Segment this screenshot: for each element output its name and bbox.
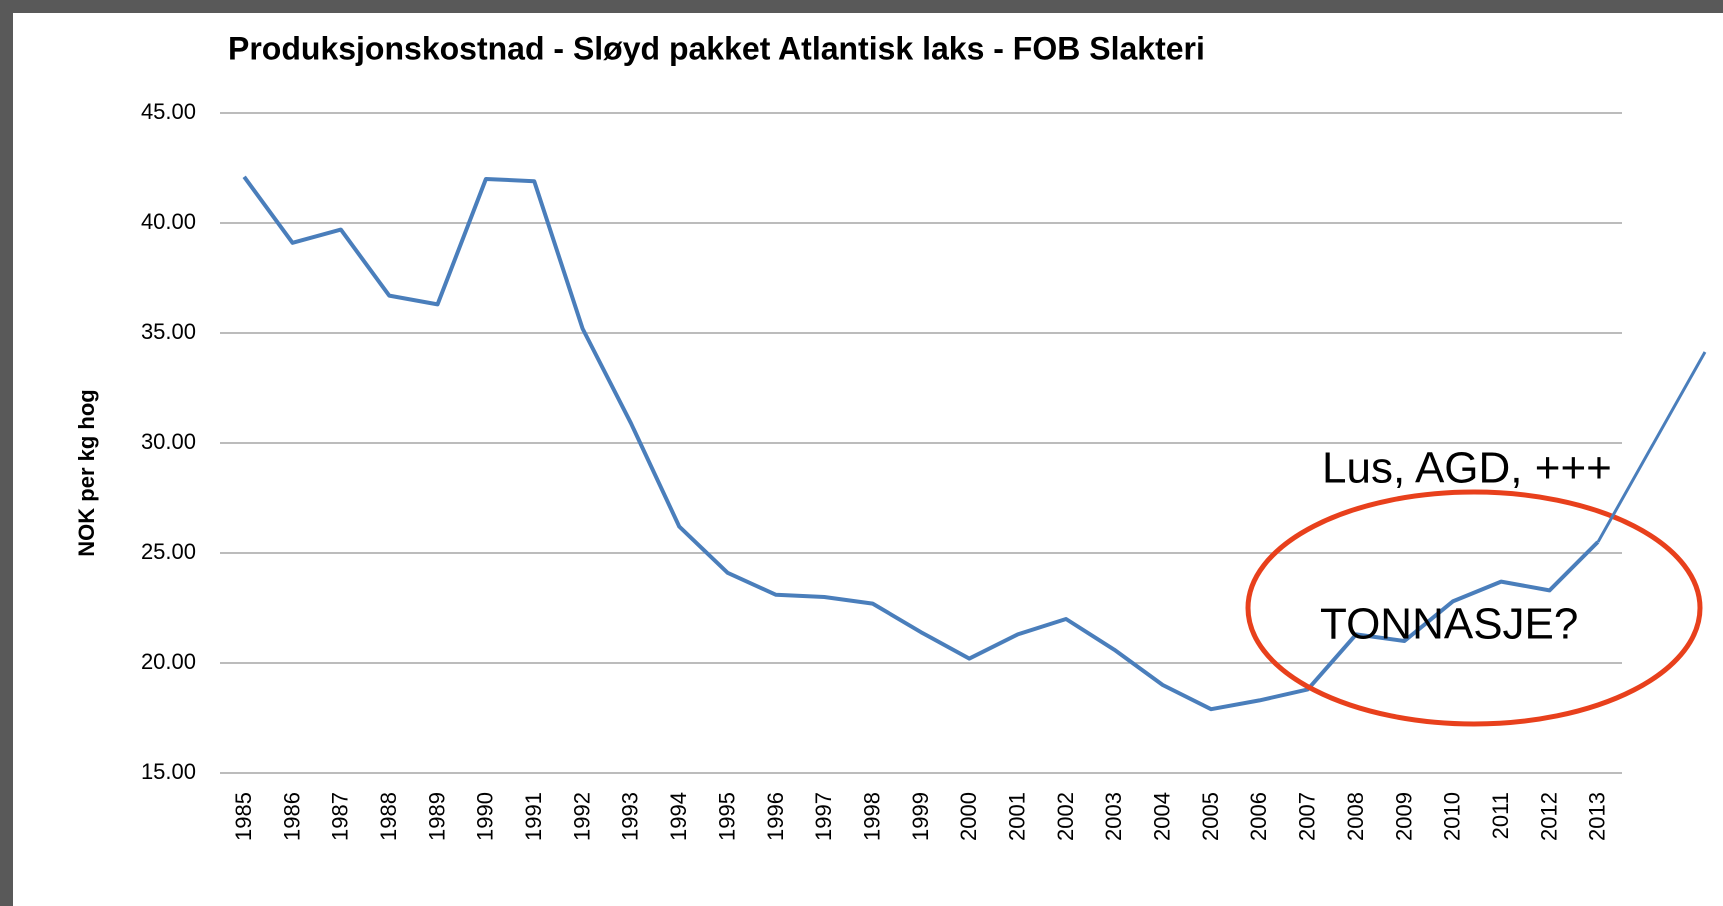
x-tick-label: 2005: [1198, 792, 1223, 841]
x-tick-label: 1988: [376, 792, 401, 841]
x-tick-label: 1987: [328, 792, 353, 841]
chart: Produksjonskostnad - Sløyd pakket Atlant…: [0, 0, 1723, 906]
x-tick-label: 2009: [1391, 792, 1416, 841]
x-tick-label: 1986: [279, 792, 304, 841]
y-tick-label: 45.00: [141, 99, 196, 124]
x-tick-label: 1994: [666, 792, 691, 841]
x-tick-label: 1990: [473, 792, 498, 841]
frame-left: [0, 0, 13, 906]
x-tick-label: 2002: [1053, 792, 1078, 841]
y-tick-label: 30.00: [141, 429, 196, 454]
x-tick-label: 2013: [1585, 792, 1610, 841]
y-tick-label: 35.00: [141, 319, 196, 344]
x-tick-label: 2007: [1295, 792, 1320, 841]
x-tick-label: 2003: [1101, 792, 1126, 841]
y-axis-label: NOK per kg hog: [74, 389, 99, 556]
x-tick-label: 1991: [521, 792, 546, 841]
x-tick-label: 1995: [714, 792, 739, 841]
annotation: Lus, AGD, +++: [1322, 444, 1612, 493]
y-tick-label: 20.00: [141, 649, 196, 674]
x-tick-label: 1997: [811, 792, 836, 841]
x-tick-label: 2010: [1440, 792, 1465, 841]
x-tick-label: 2008: [1343, 792, 1368, 841]
x-tick-label: 2004: [1150, 792, 1175, 841]
x-tick-label: 1992: [569, 792, 594, 841]
y-tick-label: 40.00: [141, 209, 196, 234]
x-tick-label: 1985: [231, 792, 256, 841]
trend-extension: [1598, 352, 1705, 542]
y-tick-label: 15.00: [141, 759, 196, 784]
x-tick-label: 2011: [1488, 792, 1513, 839]
x-tick-label: 2006: [1246, 792, 1271, 841]
x-tick-label: 1999: [908, 792, 933, 841]
x-tick-label: 1996: [763, 792, 788, 841]
chart-title: Produksjonskostnad - Sløyd pakket Atlant…: [228, 30, 1205, 66]
x-tick-label: 2012: [1536, 792, 1561, 841]
y-tick-label: 25.00: [141, 539, 196, 564]
x-tick-label: 1998: [859, 792, 884, 841]
x-tick-label: 2001: [1005, 792, 1030, 841]
x-tick-label: 1989: [424, 792, 449, 841]
x-tick-label: 2000: [956, 792, 981, 841]
annotation: TONNASJE?: [1320, 600, 1578, 649]
frame-top: [0, 0, 1723, 13]
x-tick-label: 1993: [618, 792, 643, 841]
page: {"chart_data": {"type": "line", "title":…: [0, 0, 1723, 906]
